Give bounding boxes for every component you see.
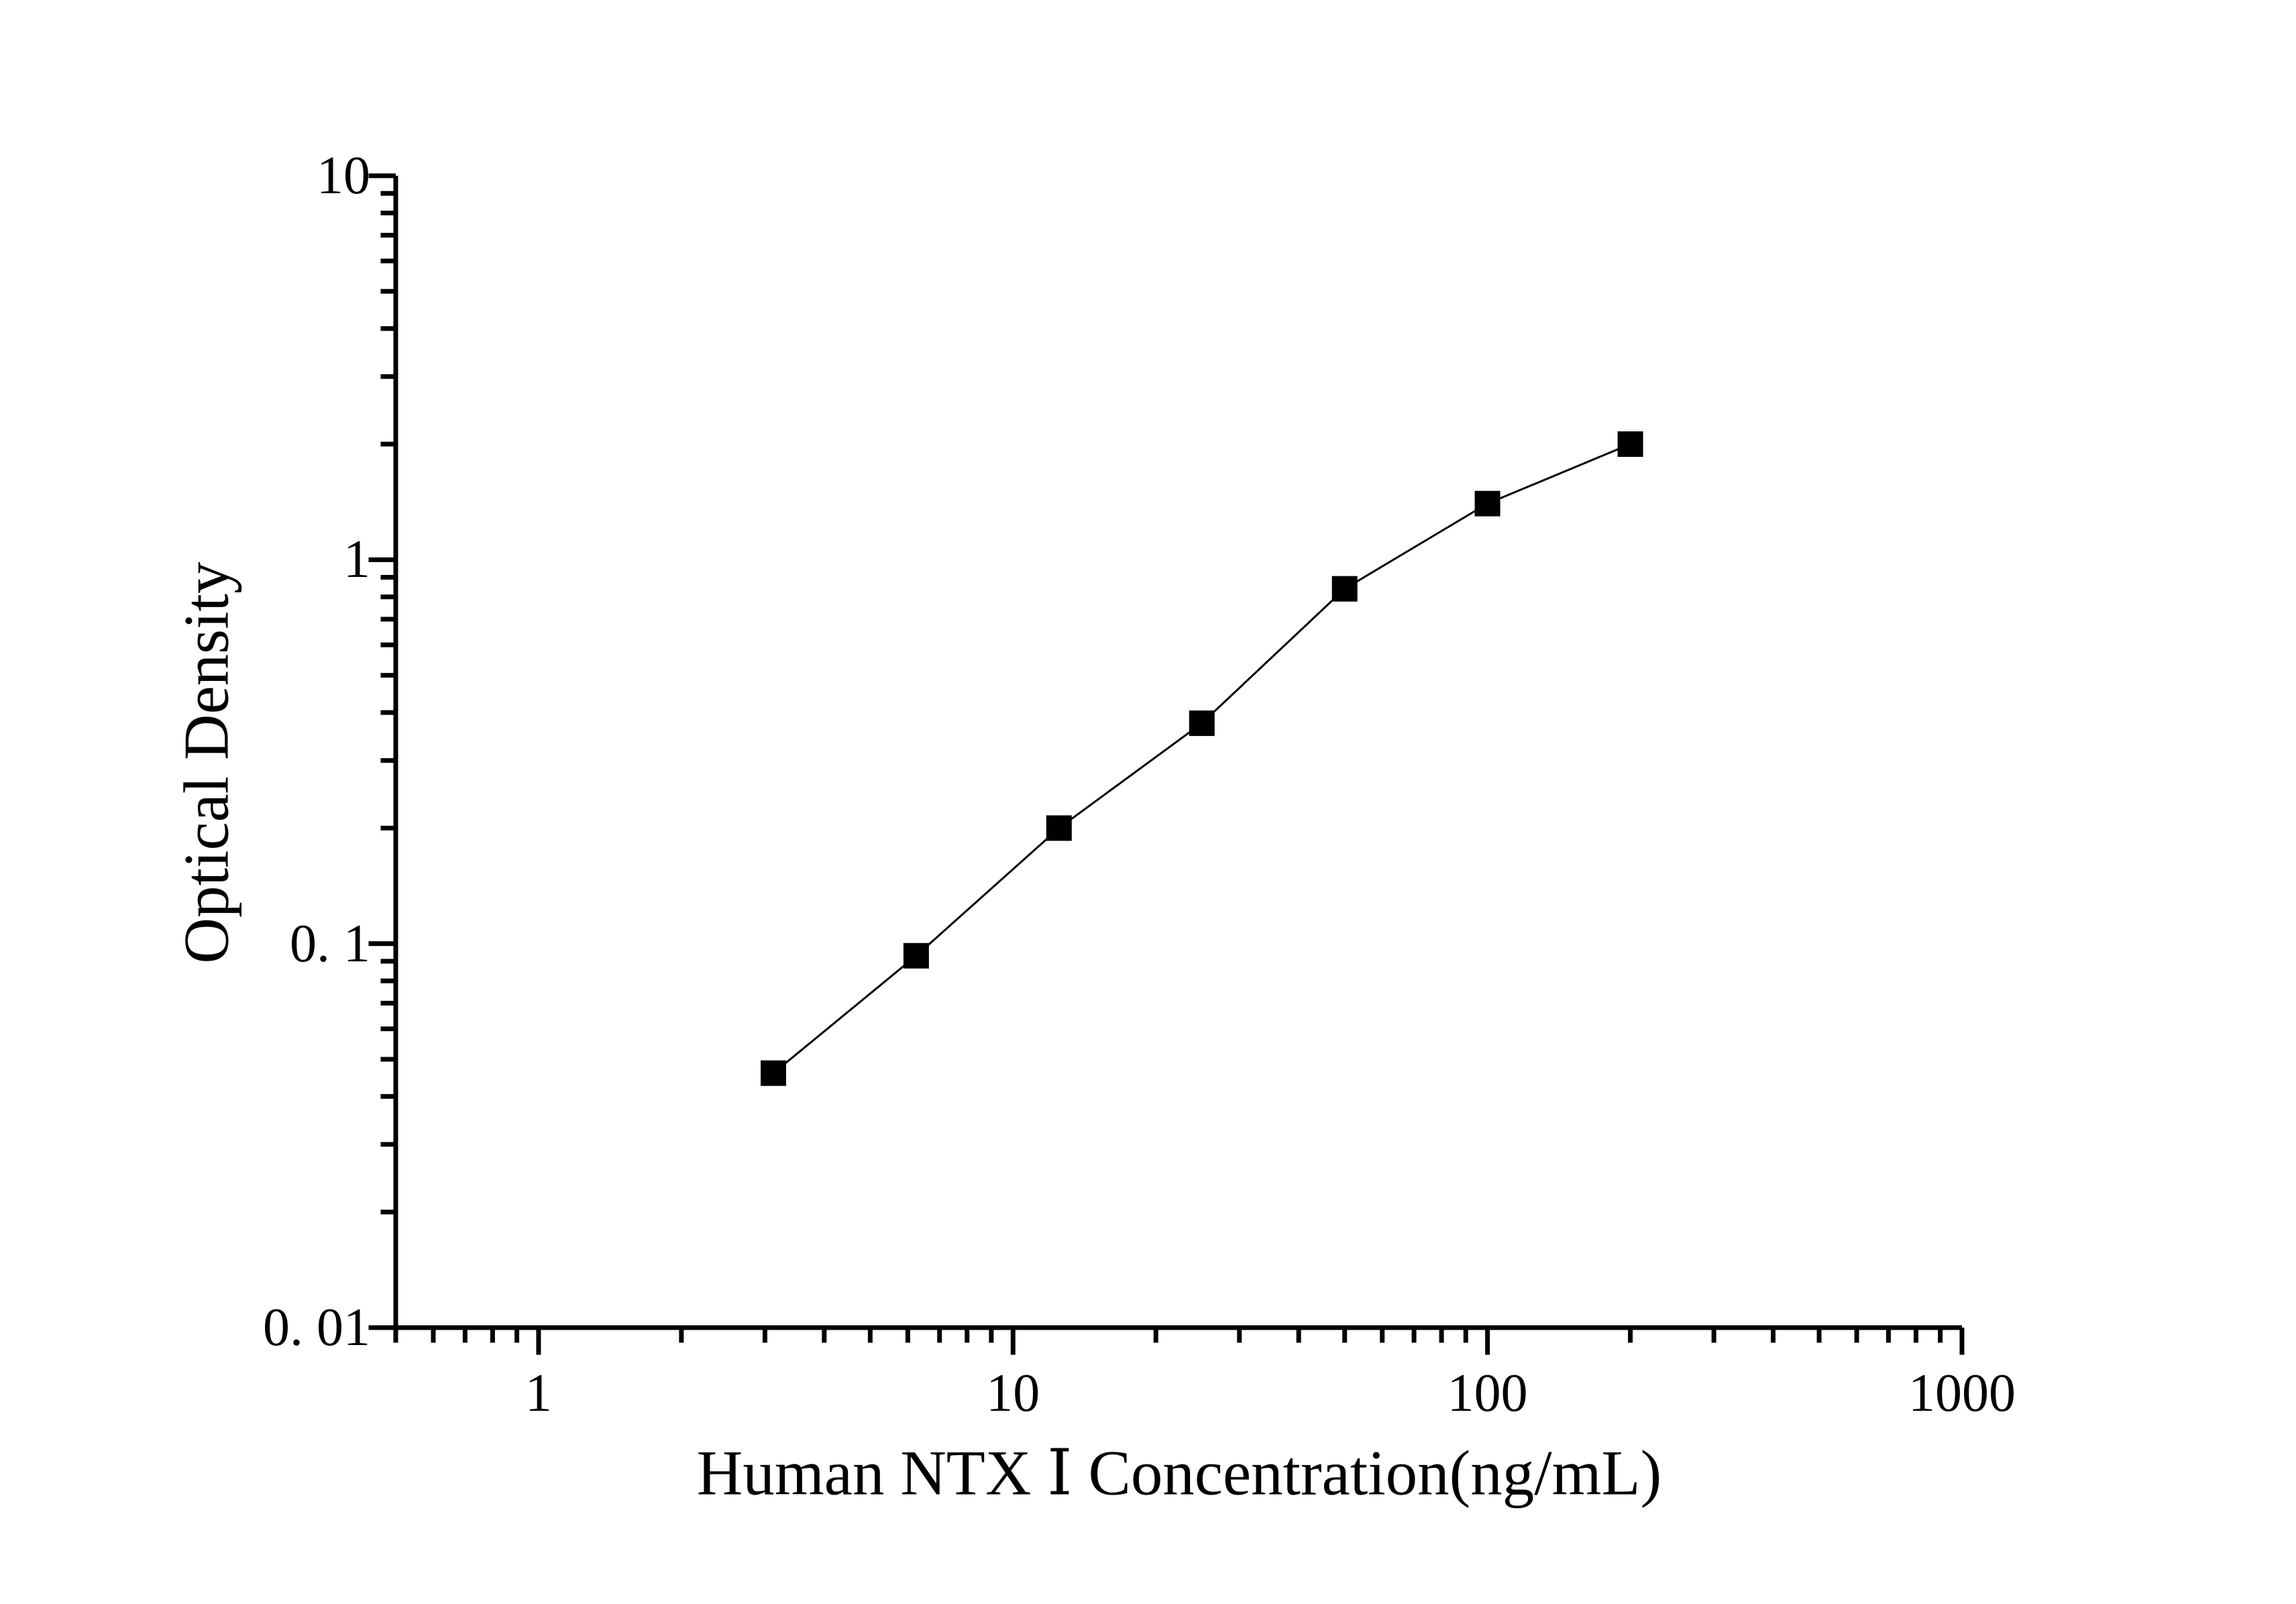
data-point-marker bbox=[1617, 431, 1643, 457]
series-line bbox=[773, 443, 1631, 1074]
x-axis-title: Human NTX Ⅰ Concentration(ng/mL) bbox=[696, 1437, 1662, 1509]
data-point-marker bbox=[761, 1060, 786, 1086]
data-point-marker bbox=[903, 943, 929, 969]
y-axis-title: Optical Density bbox=[170, 562, 242, 964]
data-point-marker bbox=[1474, 490, 1500, 517]
data-point-marker bbox=[1189, 710, 1215, 737]
data-point-marker bbox=[1046, 815, 1072, 841]
data-point-marker bbox=[1331, 576, 1358, 602]
